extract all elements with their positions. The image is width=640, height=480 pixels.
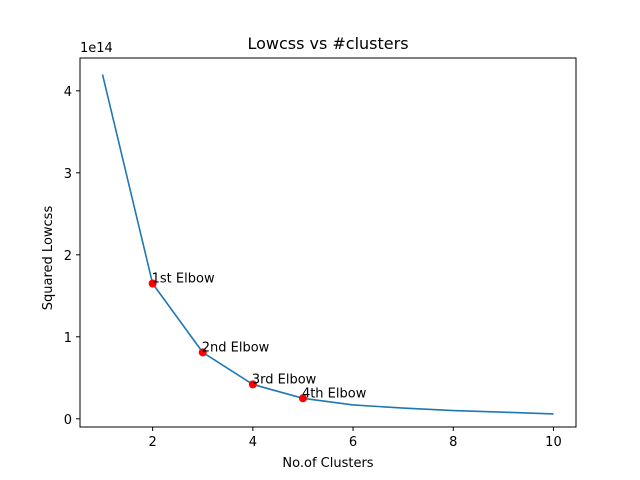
x-tick-label-1: 4 xyxy=(249,435,257,450)
x-tick-label-0: 2 xyxy=(149,435,157,450)
y-tick-label-3: 3 xyxy=(64,167,72,182)
x-axis-label: No.of Clusters xyxy=(282,456,373,471)
x-tick-label-3: 8 xyxy=(449,435,457,450)
x-tick-label-4: 10 xyxy=(545,435,562,450)
y-tick-label-0: 0 xyxy=(64,413,72,428)
elbow-label-3: 3rd Elbow xyxy=(252,372,317,387)
elbow-label-1: 1st Elbow xyxy=(152,272,215,287)
y-tick-label-4: 4 xyxy=(64,85,72,100)
elbow-label-4: 4th Elbow xyxy=(302,386,367,401)
elbow-marker-1 xyxy=(148,279,157,288)
y-tick-label-2: 2 xyxy=(64,249,72,264)
elbow-marker-3 xyxy=(248,380,257,389)
elbow-label-2: 2nd Elbow xyxy=(202,340,270,355)
series-line-0 xyxy=(101,74,554,415)
plot-area: 2 4 6 8 10 0 1 2 3 4 1st Elbow 2nd Elbow 3rd Elbow4t… xyxy=(64,57,577,450)
y-axis-label: Squared Lowcss xyxy=(41,206,56,311)
y-offset-label: 1e14 xyxy=(80,41,113,56)
y-tick-label-1: 1 xyxy=(64,331,72,346)
elbow-marker-4 xyxy=(298,394,307,403)
plot-frame xyxy=(79,57,577,428)
chart-title: Lowcss vs #clusters xyxy=(247,34,408,53)
x-tick-label-2: 6 xyxy=(349,435,357,450)
elbow-marker-2 xyxy=(198,348,207,357)
